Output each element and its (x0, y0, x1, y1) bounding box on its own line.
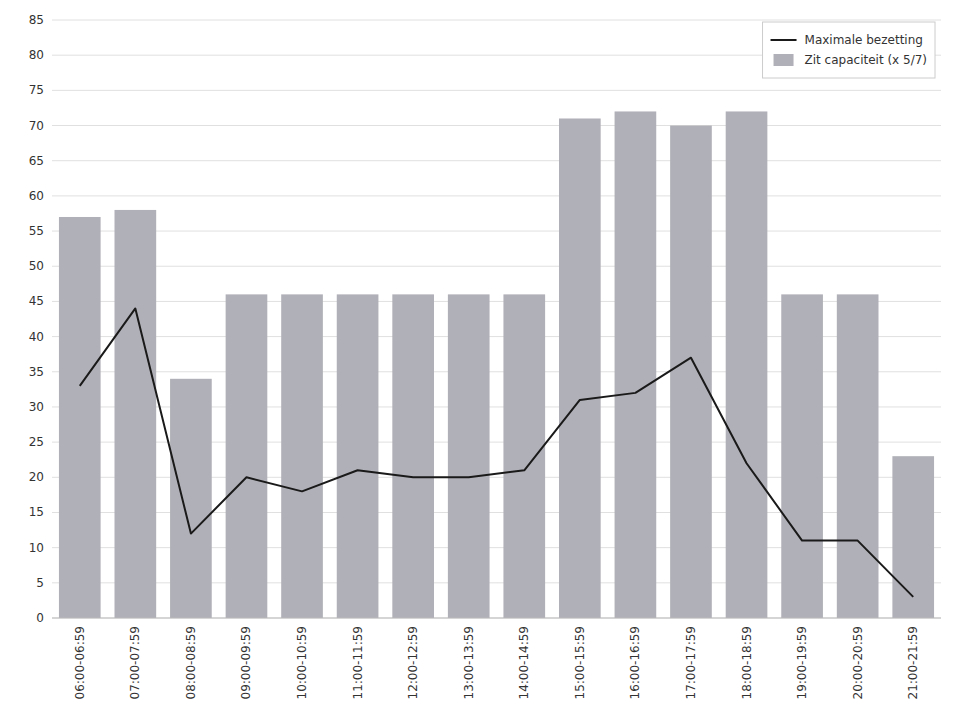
chart: 0 5 10 15 20 25 30 35 40 45 50 55 60 65 70 75 80 85 06:00-… (0, 0, 961, 723)
y-tick-labels: 0 5 10 15 20 25 30 35 40 45 50 55 60 65 70 75 80 85 (29, 13, 44, 625)
y-tick-label: 20 (29, 470, 44, 484)
bar-series (59, 111, 934, 618)
y-tick-label: 70 (29, 119, 44, 133)
x-tick-label: 18:00-18:59 (740, 626, 754, 700)
y-grid (52, 20, 941, 618)
x-tick-label: 14:00-14:59 (517, 626, 531, 700)
bar (615, 111, 657, 618)
bar (726, 111, 768, 618)
line (80, 308, 913, 596)
grid-line (52, 618, 941, 619)
bar (59, 217, 101, 618)
bar (837, 294, 879, 618)
bar (281, 294, 323, 618)
y-tick-label: 85 (29, 13, 44, 27)
bar (559, 118, 601, 618)
x-tick-label: 13:00-13:59 (462, 626, 476, 700)
grid-line (52, 266, 941, 267)
y-tick-label: 45 (29, 294, 44, 308)
y-tick-label: 60 (29, 189, 44, 203)
legend-label: Maximale bezetting (805, 33, 923, 47)
y-tick-label: 80 (29, 48, 44, 62)
x-tick-label: 15:00-15:59 (573, 626, 587, 700)
legend-box (763, 22, 935, 78)
x-tick-label: 19:00-19:59 (795, 626, 809, 700)
y-tick-label: 15 (29, 505, 44, 519)
x-tick-label: 07:00-07:59 (128, 626, 142, 700)
grid-line (52, 90, 941, 91)
grid-line (52, 20, 941, 21)
bar (448, 294, 490, 618)
bar (892, 456, 934, 618)
grid-line (52, 125, 941, 126)
x-tick-label: 10:00-10:59 (295, 626, 309, 700)
y-tick-label: 5 (36, 576, 44, 590)
x-tick-label: 16:00-16:59 (628, 626, 642, 700)
plot-area (59, 111, 934, 618)
y-tick-label: 25 (29, 435, 44, 449)
legend-swatch (774, 54, 794, 66)
legend: Maximale bezetting Zit capaciteit (x 5/7) (763, 22, 935, 78)
y-tick-label: 35 (29, 365, 44, 379)
bar (337, 294, 379, 618)
bar (170, 379, 212, 618)
grid-line (52, 160, 941, 161)
x-tick-label: 09:00-09:59 (239, 626, 253, 700)
grid-line (52, 231, 941, 232)
x-tick-label: 06:00-06:59 (73, 626, 87, 700)
bar (226, 294, 268, 618)
x-tick-label: 12:00-12:59 (406, 626, 420, 700)
bar (781, 294, 823, 618)
y-tick-label: 50 (29, 259, 44, 273)
x-tick-label: 08:00-08:59 (184, 626, 198, 700)
legend-swatch (771, 39, 797, 41)
x-tick-label: 11:00-11:59 (351, 626, 365, 700)
y-tick-label: 30 (29, 400, 44, 414)
bar (392, 294, 434, 618)
grid-line (52, 195, 941, 196)
y-tick-label: 55 (29, 224, 44, 238)
bar (115, 210, 157, 618)
bar (503, 294, 545, 618)
y-tick-label: 65 (29, 154, 44, 168)
x-tick-label: 17:00-17:59 (684, 626, 698, 700)
x-tick-label: 20:00-20:59 (851, 626, 865, 700)
y-tick-label: 0 (36, 611, 44, 625)
y-tick-label: 75 (29, 83, 44, 97)
y-tick-label: 10 (29, 541, 44, 555)
bar (670, 126, 712, 618)
x-tick-label: 21:00-21:59 (906, 626, 920, 700)
x-axis-line (52, 618, 941, 619)
y-tick-label: 40 (29, 330, 44, 344)
chart-container: 0 5 10 15 20 25 30 35 40 45 50 55 60 65 70 75 80 85 06:00-… (0, 0, 961, 723)
x-tick-labels: 06:00-06:59 07:00-07:59 08:00-08:59 09:00-0… (73, 626, 920, 700)
legend-label: Zit capaciteit (x 5/7) (805, 53, 927, 67)
